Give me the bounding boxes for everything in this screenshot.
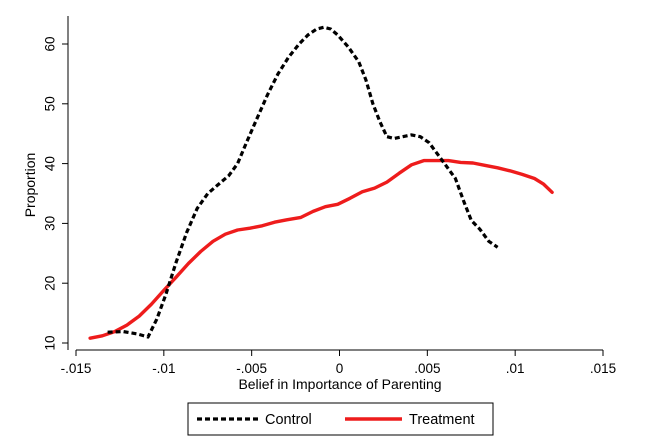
x-tick-label: -.015: [61, 361, 92, 376]
y-axis-ticks: 10 20 30 40 50 60: [43, 36, 68, 351]
x-tick-label: .01: [506, 361, 525, 376]
x-axis-title: Belief in Importance of Parenting: [238, 376, 441, 392]
y-tick-label: 30: [43, 216, 58, 231]
x-tick-label: .015: [590, 361, 616, 376]
legend-label-control: Control: [265, 412, 312, 428]
y-tick-label: 40: [43, 156, 58, 171]
y-tick-label: 60: [43, 36, 58, 51]
x-axis-ticks: -.015 -.01 -.005 0 .005 .01 .015: [61, 350, 616, 376]
plot-area: 10 20 30 40 50 60 -.015 -.01 -.005 0 .005 .01 .015: [43, 16, 616, 376]
y-axis-title: Proportion: [22, 153, 38, 218]
y-tick-label: 10: [43, 335, 58, 350]
x-tick-label: 0: [336, 361, 344, 376]
x-tick-label: -.005: [236, 361, 267, 376]
series-lines: [88, 25, 554, 340]
legend: Control Treatment: [187, 402, 494, 436]
legend-label-treatment: Treatment: [409, 412, 475, 428]
x-tick-label: -.01: [152, 361, 175, 376]
y-tick-label: 20: [43, 276, 58, 291]
x-tick-label: .005: [414, 361, 440, 376]
series-line-control: [107, 25, 499, 339]
y-tick-label: 50: [43, 96, 58, 111]
series-line-treatment: [88, 158, 554, 340]
